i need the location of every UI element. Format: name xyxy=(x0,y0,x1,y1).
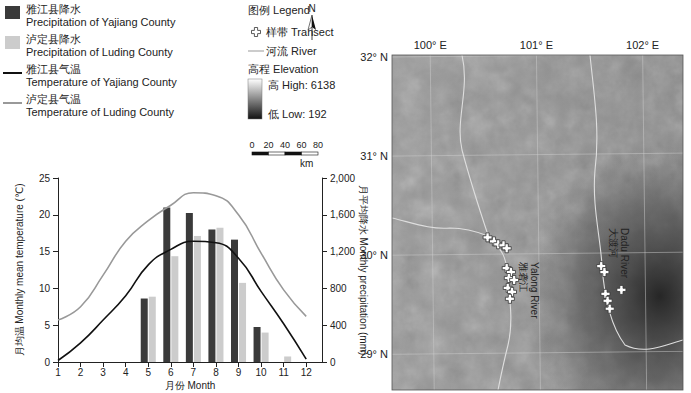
svg-text:80: 80 xyxy=(313,140,323,150)
svg-text:100° E: 100° E xyxy=(414,39,447,51)
svg-text:Precipitation of Luding County: Precipitation of Luding County xyxy=(26,46,173,58)
svg-text:0: 0 xyxy=(249,140,254,150)
svg-text:月均温 Monthly mean temperature (: 月均温 Monthly mean temperature (℃) xyxy=(14,184,25,357)
svg-text:10: 10 xyxy=(256,367,268,378)
svg-text:11: 11 xyxy=(278,367,289,378)
svg-text:3: 3 xyxy=(100,367,106,378)
svg-text:20: 20 xyxy=(263,140,273,150)
svg-text:29° N: 29° N xyxy=(360,348,388,360)
svg-text:N: N xyxy=(308,3,315,14)
svg-text:2: 2 xyxy=(78,367,84,378)
svg-text:60: 60 xyxy=(296,140,306,150)
svg-text:40: 40 xyxy=(280,140,290,150)
svg-text:6: 6 xyxy=(168,367,174,378)
svg-text:30° N: 30° N xyxy=(360,249,388,261)
svg-text:1: 1 xyxy=(55,367,61,378)
svg-text:102° E: 102° E xyxy=(626,39,659,51)
svg-text:4: 4 xyxy=(123,367,129,378)
svg-text:泸定县降水: 泸定县降水 xyxy=(26,33,81,45)
svg-text:月份 Month: 月份 Month xyxy=(165,380,216,391)
svg-text:Dadu River: Dadu River xyxy=(619,228,630,279)
svg-text:2,000: 2,000 xyxy=(330,173,355,184)
svg-text:雅砻江: 雅砻江 xyxy=(518,262,529,292)
svg-text:15: 15 xyxy=(39,246,51,257)
svg-text:800: 800 xyxy=(330,283,347,294)
svg-text:8: 8 xyxy=(213,367,219,378)
svg-text:Temperature of Yajiang County: Temperature of Yajiang County xyxy=(26,76,177,88)
svg-text:月平均降水 Monthly precipitation (m: 月平均降水 Monthly precipitation (mm) xyxy=(358,185,369,356)
svg-text:低 Low: 192: 低 Low: 192 xyxy=(268,108,327,120)
svg-text:32° N: 32° N xyxy=(360,51,388,63)
svg-text:31° N: 31° N xyxy=(360,150,388,162)
svg-text:400: 400 xyxy=(330,320,347,331)
svg-text:河流 River: 河流 River xyxy=(266,45,317,57)
svg-text:5: 5 xyxy=(145,367,151,378)
svg-text:雅江县气温: 雅江县气温 xyxy=(26,63,81,75)
svg-text:9: 9 xyxy=(236,367,242,378)
svg-text:12: 12 xyxy=(301,367,313,378)
svg-text:0: 0 xyxy=(44,357,50,368)
svg-text:25: 25 xyxy=(39,173,51,184)
svg-text:雅江县降水: 雅江县降水 xyxy=(26,3,81,15)
svg-text:7: 7 xyxy=(191,367,197,378)
svg-text:Yalong River: Yalong River xyxy=(529,262,540,319)
svg-text:10: 10 xyxy=(39,283,51,294)
svg-text:泸定县气温: 泸定县气温 xyxy=(26,93,81,105)
svg-text:1,600: 1,600 xyxy=(330,209,355,220)
svg-text:Precipitation of Yajiang Count: Precipitation of Yajiang County xyxy=(26,16,176,28)
svg-text:1,200: 1,200 xyxy=(330,246,355,257)
svg-text:图例 Legend: 图例 Legend xyxy=(248,4,310,16)
svg-text:0: 0 xyxy=(330,357,336,368)
svg-text:km: km xyxy=(300,158,313,169)
svg-text:大渡河: 大渡河 xyxy=(608,228,619,258)
svg-text:Temperature of Luding County: Temperature of Luding County xyxy=(26,106,174,118)
svg-text:5: 5 xyxy=(44,320,50,331)
svg-text:101° E: 101° E xyxy=(520,39,553,51)
svg-text:样带 Transect: 样带 Transect xyxy=(266,26,333,38)
svg-text:高 High: 6138: 高 High: 6138 xyxy=(268,79,335,91)
svg-text:高程 Elevation: 高程 Elevation xyxy=(248,63,318,75)
svg-text:20: 20 xyxy=(39,209,51,220)
